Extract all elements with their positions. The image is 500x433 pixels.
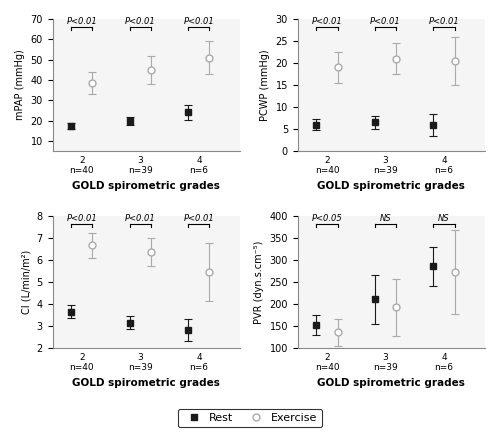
Text: NS: NS (438, 214, 450, 223)
X-axis label: GOLD spirometric grades: GOLD spirometric grades (318, 378, 466, 388)
Text: P<0.01: P<0.01 (312, 17, 342, 26)
Text: P<0.01: P<0.01 (66, 17, 98, 26)
Text: P<0.01: P<0.01 (428, 17, 460, 26)
Text: P<0.05: P<0.05 (312, 214, 342, 223)
Text: P<0.01: P<0.01 (184, 17, 214, 26)
Text: P<0.01: P<0.01 (125, 214, 156, 223)
Y-axis label: CI (L/min/m²): CI (L/min/m²) (21, 250, 31, 314)
X-axis label: GOLD spirometric grades: GOLD spirometric grades (72, 181, 220, 191)
Y-axis label: mPAP (mmHg): mPAP (mmHg) (15, 50, 25, 120)
Y-axis label: PVR (dyn.s.cm⁻⁵): PVR (dyn.s.cm⁻⁵) (254, 240, 264, 323)
X-axis label: GOLD spirometric grades: GOLD spirometric grades (318, 181, 466, 191)
Legend: Rest, Exercise: Rest, Exercise (178, 409, 322, 427)
Text: P<0.01: P<0.01 (66, 214, 98, 223)
Text: NS: NS (380, 214, 392, 223)
Text: P<0.01: P<0.01 (125, 17, 156, 26)
Y-axis label: PCWP (mmHg): PCWP (mmHg) (260, 49, 270, 121)
Text: P<0.01: P<0.01 (370, 17, 401, 26)
X-axis label: GOLD spirometric grades: GOLD spirometric grades (72, 378, 220, 388)
Text: P<0.01: P<0.01 (184, 214, 214, 223)
